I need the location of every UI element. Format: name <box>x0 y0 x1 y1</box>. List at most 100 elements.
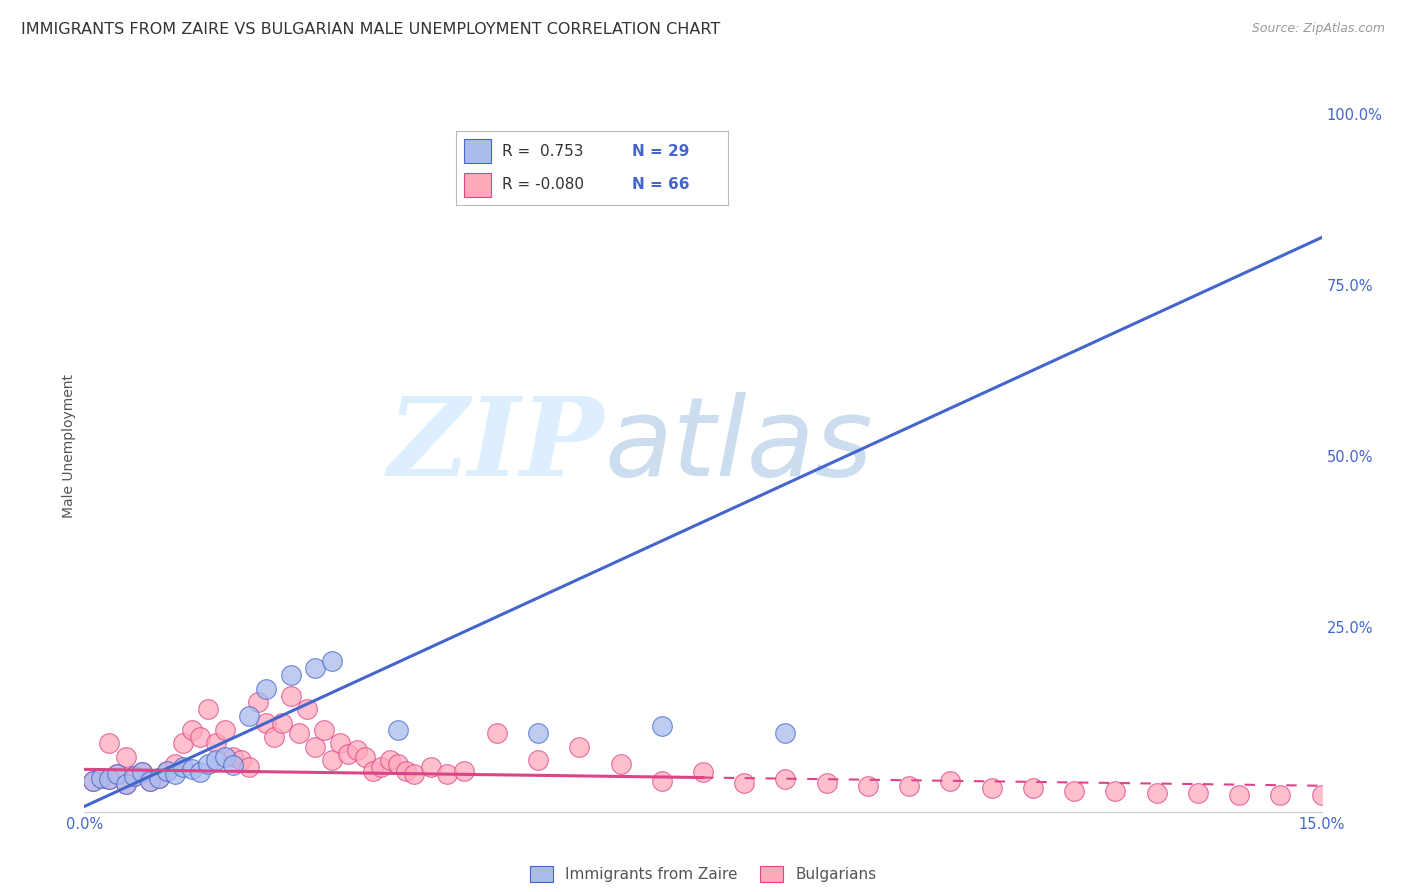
Point <box>238 709 260 723</box>
Y-axis label: Male Unemployment: Male Unemployment <box>62 374 76 518</box>
Point <box>172 760 194 774</box>
Point <box>180 762 202 776</box>
Point <box>139 774 162 789</box>
Point <box>254 681 277 696</box>
Text: R = -0.080: R = -0.080 <box>502 178 583 193</box>
Point <box>404 767 426 781</box>
Point <box>453 764 475 778</box>
Point <box>122 769 145 783</box>
Point <box>527 754 550 768</box>
Point <box>131 765 153 780</box>
Point <box>485 726 508 740</box>
Point <box>90 771 112 785</box>
Point <box>733 776 755 790</box>
Point <box>980 780 1002 795</box>
Point <box>156 764 179 778</box>
Point <box>329 736 352 750</box>
Text: N = 29: N = 29 <box>633 144 690 159</box>
FancyBboxPatch shape <box>464 139 491 163</box>
Text: ZIP: ZIP <box>388 392 605 500</box>
Point <box>304 661 326 675</box>
Point <box>114 777 136 791</box>
Point <box>205 754 228 768</box>
Point <box>898 779 921 793</box>
Point <box>98 736 121 750</box>
Point <box>246 695 269 709</box>
Point <box>856 779 879 793</box>
Point <box>165 767 187 781</box>
Point <box>346 743 368 757</box>
Text: R =  0.753: R = 0.753 <box>502 144 583 159</box>
Point <box>82 774 104 789</box>
Point <box>280 689 302 703</box>
Point <box>527 726 550 740</box>
Point <box>775 772 797 786</box>
Point <box>387 756 409 771</box>
Point <box>254 715 277 730</box>
Point <box>337 747 360 761</box>
Point <box>114 750 136 764</box>
Point <box>165 756 187 771</box>
Point <box>304 739 326 754</box>
Point <box>105 767 128 781</box>
Point <box>1104 784 1126 798</box>
Point <box>395 764 418 778</box>
Point <box>280 668 302 682</box>
Point <box>1146 786 1168 800</box>
Point <box>353 750 375 764</box>
Point <box>229 754 252 768</box>
Point <box>222 758 245 772</box>
Point <box>1187 786 1209 800</box>
Point <box>197 702 219 716</box>
Point <box>263 730 285 744</box>
Point <box>387 723 409 737</box>
Point <box>139 774 162 789</box>
Point <box>114 777 136 791</box>
Point <box>370 760 392 774</box>
Point <box>321 754 343 768</box>
Point <box>378 754 401 768</box>
Point <box>288 726 311 740</box>
Point <box>188 730 211 744</box>
Point <box>1270 788 1292 802</box>
Point <box>82 774 104 789</box>
Point <box>295 702 318 716</box>
Point <box>148 771 170 785</box>
Point <box>609 756 631 771</box>
Point <box>98 772 121 786</box>
Point <box>692 765 714 780</box>
Point <box>105 767 128 781</box>
Point <box>436 767 458 781</box>
Legend: Immigrants from Zaire, Bulgarians: Immigrants from Zaire, Bulgarians <box>523 860 883 888</box>
Point <box>98 772 121 786</box>
Point <box>568 739 591 754</box>
Point <box>1227 788 1250 802</box>
Text: Source: ZipAtlas.com: Source: ZipAtlas.com <box>1251 22 1385 36</box>
Point <box>156 764 179 778</box>
Text: IMMIGRANTS FROM ZAIRE VS BULGARIAN MALE UNEMPLOYMENT CORRELATION CHART: IMMIGRANTS FROM ZAIRE VS BULGARIAN MALE … <box>21 22 720 37</box>
Point <box>775 726 797 740</box>
Point <box>148 771 170 785</box>
Point <box>122 769 145 783</box>
Text: atlas: atlas <box>605 392 873 500</box>
Point <box>1063 784 1085 798</box>
Point <box>815 776 838 790</box>
Point <box>651 719 673 733</box>
Point <box>321 654 343 668</box>
Point <box>90 771 112 785</box>
Point <box>939 774 962 789</box>
Point <box>222 750 245 764</box>
Point <box>197 756 219 771</box>
Point <box>651 774 673 789</box>
Point <box>238 760 260 774</box>
Point <box>214 723 236 737</box>
Point <box>180 723 202 737</box>
Point <box>1022 780 1045 795</box>
Point <box>205 736 228 750</box>
Point <box>131 765 153 780</box>
Point <box>361 764 384 778</box>
Text: N = 66: N = 66 <box>633 178 690 193</box>
Point <box>188 765 211 780</box>
Point <box>419 760 441 774</box>
FancyBboxPatch shape <box>464 173 491 197</box>
